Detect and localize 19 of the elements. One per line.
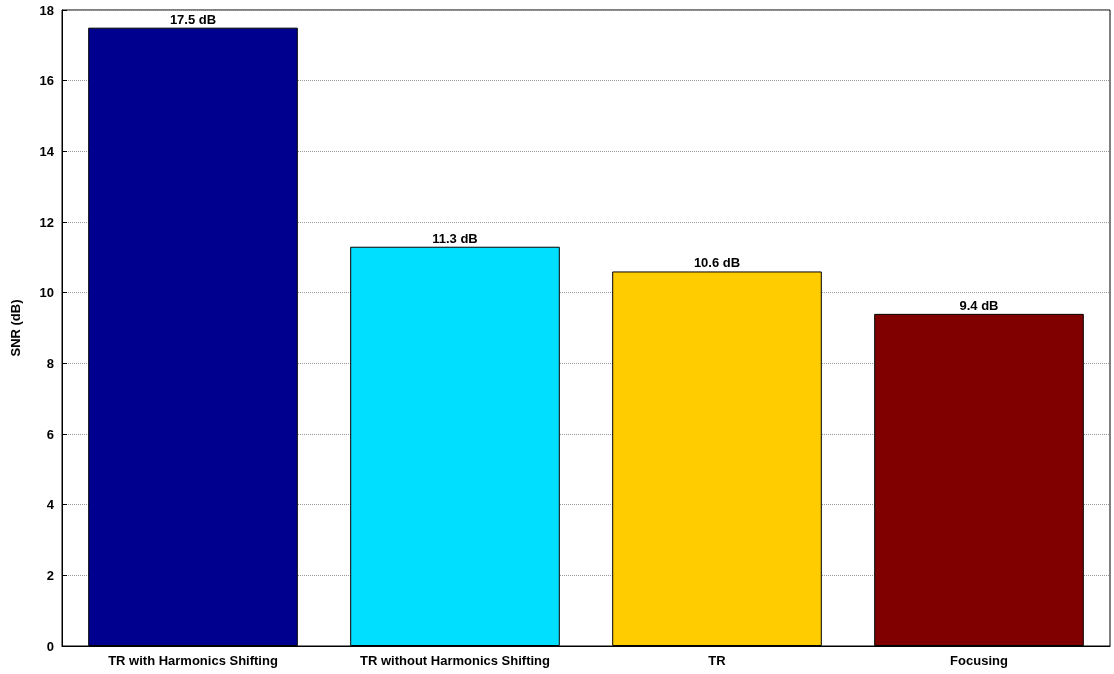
- y-tick-label: 0: [46, 638, 54, 654]
- y-tick-label: 6: [46, 426, 54, 442]
- x-tick-label: TR: [708, 653, 727, 668]
- data-label: 17.5 dB: [169, 11, 217, 27]
- y-tick-label: 16: [39, 73, 54, 89]
- data-label: 11.3 dB: [432, 230, 478, 246]
- y-tick-label: 10: [39, 285, 54, 301]
- y-tick-label: 8: [46, 355, 54, 371]
- data-label: 9.4 dB: [959, 297, 999, 313]
- y-tick-label: 18: [39, 2, 54, 18]
- y-tick-label: 2: [46, 567, 54, 583]
- y-tick-label: 4: [46, 497, 55, 513]
- x-tick-label: TR without Harmonics Shifting: [360, 653, 551, 668]
- x-tick-label: TR with Harmonics Shifting: [108, 653, 278, 668]
- y-tick-label: 12: [39, 214, 54, 230]
- y-axis-title: SNR (dB): [8, 299, 23, 357]
- y-tick-label: 14: [39, 143, 55, 159]
- x-tick-label: Focusing: [950, 653, 1008, 668]
- data-label: 10.6 dB: [693, 255, 741, 271]
